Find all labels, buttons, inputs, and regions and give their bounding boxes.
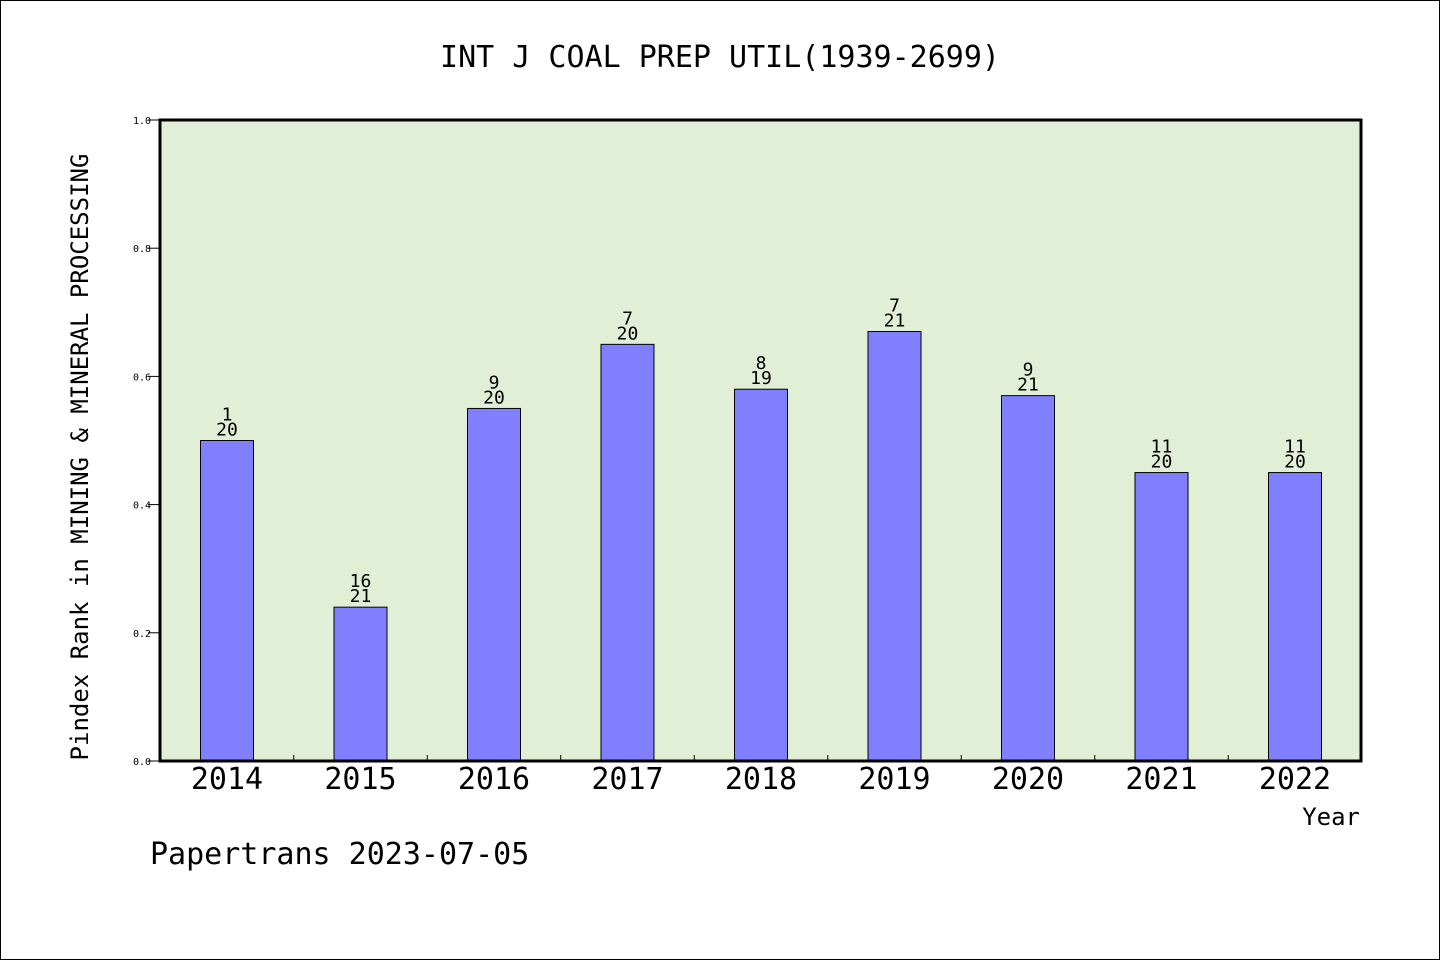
- x-axis: 2014 2015 2016 2017 2018 2019 2020 2021 2022: [191, 755, 1331, 797]
- bar-total-label-2018: 19: [750, 368, 772, 389]
- x-tick-label-2019: 2019: [858, 762, 930, 797]
- y-tick-label-5: 1.0: [133, 116, 151, 127]
- bar-rank-label-2014: 1: [222, 405, 233, 426]
- bar-rank-label-2016: 9: [489, 372, 500, 393]
- y-axis: 0.0 0.2 0.4 0.6 0.8 1.0: [133, 116, 160, 768]
- bar-total-label-2022: 20: [1284, 452, 1306, 473]
- bar-2022: [1268, 472, 1322, 762]
- bar-rank-label-2015: 16: [350, 571, 372, 592]
- bar-2019: [867, 331, 922, 762]
- y-tick-label-1: 0.2: [133, 629, 151, 640]
- bar-2021: [1134, 472, 1189, 762]
- y-axis-label: Pindex Rank in MINING & MINERAL PROCESSI…: [66, 154, 94, 761]
- bar-total-label-2021: 20: [1151, 452, 1173, 473]
- y-tick-label-2: 0.4: [133, 501, 151, 512]
- bar-rank-label-2021: 11: [1151, 437, 1173, 458]
- bar-2015: [333, 606, 388, 762]
- bars-group: [200, 331, 1322, 762]
- y-tick-label-4: 0.8: [133, 244, 151, 255]
- bar-total-label-2014: 20: [216, 420, 238, 441]
- plot-border: [158, 118, 1363, 763]
- x-tick-label-2017: 2017: [591, 762, 663, 797]
- bar-2018: [734, 388, 788, 762]
- x-axis-label: Year: [1302, 803, 1360, 831]
- x-tick-label-2014: 2014: [191, 762, 263, 797]
- x-tick-label-2015: 2015: [324, 762, 396, 797]
- footer-credit: Papertrans 2023-07-05: [150, 837, 529, 872]
- x-tick-label-2020: 2020: [992, 762, 1064, 797]
- y-tick-label-3: 0.6: [133, 372, 151, 383]
- x-tick-label-2022: 2022: [1259, 762, 1331, 797]
- bar-2016: [467, 407, 521, 762]
- chart-title: INT J COAL PREP UTIL(1939-2699): [440, 40, 1000, 75]
- bar-rank-label-2020: 9: [1023, 360, 1034, 381]
- bar-rank-label-2022: 11: [1284, 437, 1306, 458]
- bar-total-label-2016: 20: [483, 387, 505, 408]
- x-tick-label-2018: 2018: [725, 762, 797, 797]
- bar-total-label-2015: 21: [350, 586, 372, 607]
- x-tick-label-2021: 2021: [1125, 762, 1197, 797]
- bar-2020: [1001, 395, 1055, 762]
- bar-rank-label-2017: 7: [622, 308, 633, 329]
- bar-2017: [600, 343, 655, 762]
- y-tick-label-0: 0.0: [133, 757, 151, 768]
- x-tick-label-2016: 2016: [458, 762, 530, 797]
- bar-total-label-2020: 21: [1017, 375, 1039, 396]
- bar-rank-label-2018: 8: [756, 353, 767, 374]
- bar-rank-label-2019: 7: [889, 296, 900, 317]
- bar-total-label-2017: 20: [617, 323, 639, 344]
- bar-total-label-2019: 21: [884, 311, 906, 332]
- bar-2014: [200, 440, 254, 762]
